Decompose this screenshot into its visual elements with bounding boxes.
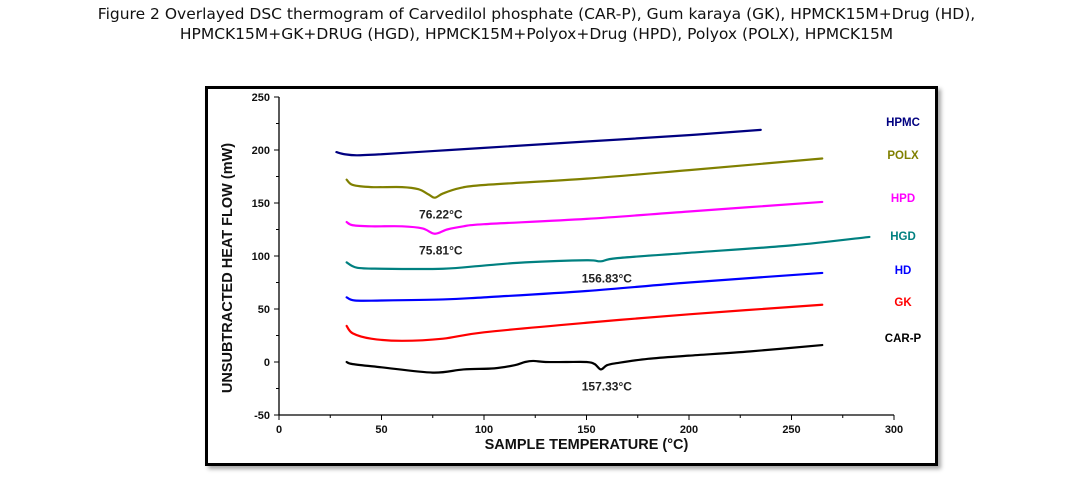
y-tick-label: 250 [252, 92, 270, 104]
legend-label-hgd: HGD [890, 231, 916, 243]
legend-label-hd: HD [895, 265, 912, 277]
y-tick-label: 200 [252, 145, 270, 157]
peak-annotation: 76.22°C [419, 208, 463, 222]
caption-line-1: Figure 2 Overlayed DSC thermogram of Car… [97, 5, 976, 23]
annotations: 76.22°C 75.81°C 156.83°C 157.33°C [419, 208, 632, 394]
legend-label-polx: POLX [887, 150, 919, 162]
series-line-polx [345, 157, 824, 199]
legend-label-hpd: HPD [891, 193, 915, 205]
x-axis-title: SAMPLE TEMPERATURE (°C) [485, 437, 689, 453]
legend-label-hpmc: HPMC [886, 117, 920, 129]
caption-line-2: HPMCK15M+GK+DRUG (HGD), HPMCK15M+Polyox+… [179, 25, 894, 43]
peak-annotation: 75.81°C [419, 244, 463, 258]
x-tick-label: 250 [782, 424, 800, 436]
chart-frame [205, 86, 938, 466]
figure-caption: Figure 2 Overlayed DSC thermogram of Car… [0, 4, 1073, 44]
peak-annotation: 156.83°C [582, 271, 633, 285]
legend-label-car-p: CAR-P [885, 333, 922, 345]
x-tick-label: 150 [577, 424, 595, 436]
series-line-hgd [345, 235, 871, 271]
x-tick-label: 50 [375, 424, 387, 436]
x-tick-label: 300 [885, 424, 903, 436]
series-line-hd [345, 271, 824, 302]
series-line-gk [345, 303, 824, 342]
y-axis-title: UNSUBTRACTED HEAT FLOW (mW) [220, 143, 236, 393]
series-lines [335, 128, 871, 374]
y-tick-label: 100 [252, 251, 270, 263]
y-tick-label: -50 [254, 410, 270, 422]
y-tick-label: 50 [258, 304, 270, 316]
y-tick-label: 0 [264, 357, 270, 369]
series-line-car-p [345, 343, 824, 374]
peak-annotation: 157.33°C [582, 379, 633, 393]
legend: HPMC POLX HPD HGD HD GK CAR-P [885, 117, 922, 345]
x-tick-label: 100 [475, 424, 493, 436]
legend-label-gk: GK [894, 297, 912, 309]
series-line-hpmc [335, 128, 762, 157]
x-tick-label: 0 [276, 424, 282, 436]
series-line-hpd [345, 200, 824, 235]
x-tick-label: 200 [680, 424, 698, 436]
axes: -50 0 50 100 150 200 250 0 50 100 150 200 250 300 [252, 92, 904, 436]
y-tick-label: 150 [252, 198, 270, 210]
